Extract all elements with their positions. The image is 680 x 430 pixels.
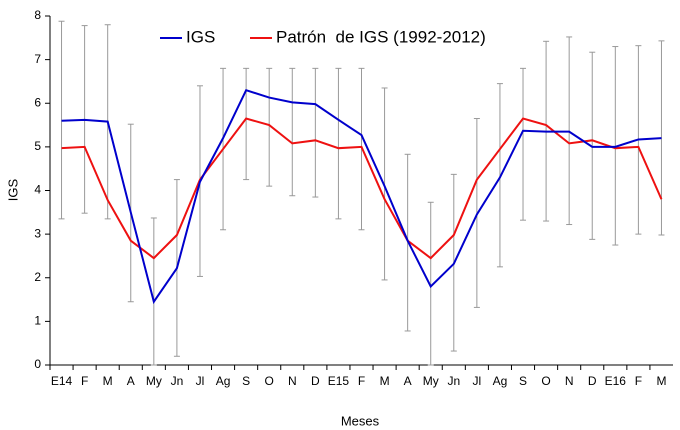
x-tick-label: F xyxy=(81,374,88,388)
y-tick-label: 7 xyxy=(34,52,41,66)
x-tick-label: A xyxy=(404,374,412,388)
x-tick-label: M xyxy=(380,374,390,388)
x-tick-label: Jn xyxy=(171,374,184,388)
x-tick-label: Ag xyxy=(493,374,508,388)
x-tick-label: M xyxy=(103,374,113,388)
x-tick-label: E16 xyxy=(605,374,627,388)
x-tick-label: E15 xyxy=(328,374,350,388)
x-axis-label: Meses xyxy=(341,413,380,428)
x-tick-label: F xyxy=(358,374,365,388)
x-tick-label: S xyxy=(242,374,250,388)
x-tick-label: O xyxy=(541,374,550,388)
x-tick-label: N xyxy=(565,374,574,388)
x-tick-label: F xyxy=(635,374,642,388)
x-tick-label: Jl xyxy=(196,374,205,388)
series-line xyxy=(61,88,662,305)
x-tick-label: S xyxy=(519,374,527,388)
series-line xyxy=(61,117,663,260)
x-tick-label: Jl xyxy=(473,374,482,388)
legend-label: IGS xyxy=(186,27,215,46)
x-tick-label: My xyxy=(146,374,162,388)
y-tick-label: 8 xyxy=(34,8,41,22)
x-tick-label: M xyxy=(656,374,666,388)
y-tick-label: 4 xyxy=(34,183,41,197)
x-tick-label: D xyxy=(311,374,320,388)
x-tick-label: D xyxy=(588,374,597,388)
legend-label: Patrón de IGS (1992-2012) xyxy=(276,27,486,46)
x-tick-label: A xyxy=(127,374,135,388)
x-tick-label: N xyxy=(288,374,297,388)
y-tick-label: 2 xyxy=(34,270,41,284)
x-tick-label: My xyxy=(423,374,439,388)
x-tick-label: O xyxy=(265,374,274,388)
x-tick-label: Jn xyxy=(447,374,460,388)
y-tick-label: 1 xyxy=(34,314,41,328)
y-tick-label: 6 xyxy=(34,95,41,109)
y-axis-label: IGS xyxy=(5,178,20,201)
y-tick-label: 3 xyxy=(34,226,41,240)
x-tick-label: E14 xyxy=(51,374,73,388)
x-tick-label: Ag xyxy=(216,374,231,388)
y-tick-label: 5 xyxy=(34,139,41,153)
y-tick-label: 0 xyxy=(34,357,41,371)
